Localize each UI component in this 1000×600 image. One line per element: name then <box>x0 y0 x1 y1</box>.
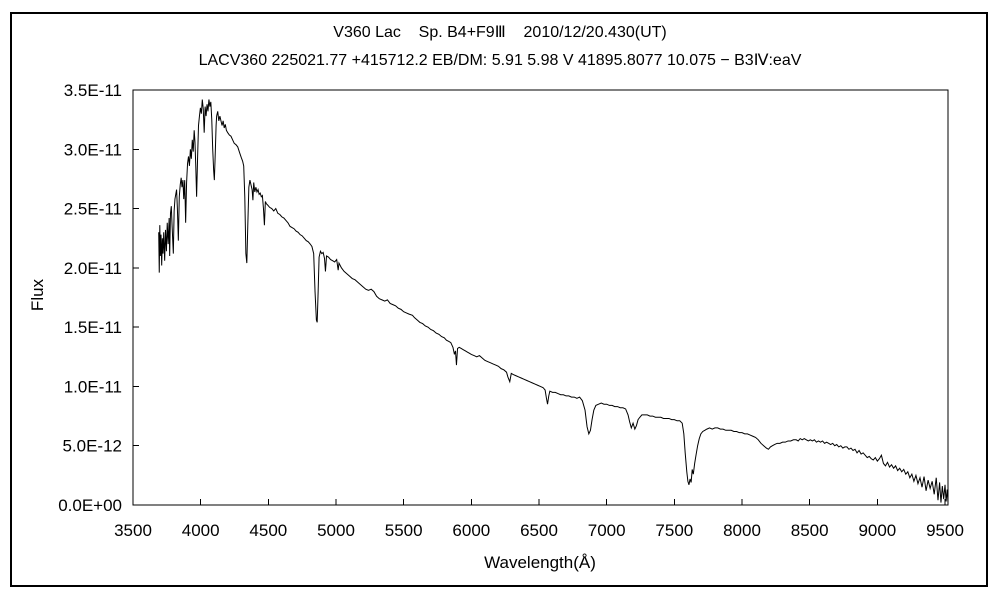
y-tick-label-3.5E-11: 3.5E-11 <box>64 81 122 100</box>
y-tick-label-3.0E-11: 3.0E-11 <box>64 140 122 159</box>
x-tick-label-4500: 4500 <box>249 521 287 540</box>
y-tick-label-1.0E-11: 1.0E-11 <box>64 377 122 396</box>
x-tick-label-8500: 8500 <box>791 521 829 540</box>
chart-title: V360 Lac Sp. B4+F9Ⅲ 2010/12/20.430(UT) <box>333 24 667 41</box>
x-tick-label-7500: 7500 <box>655 521 693 540</box>
x-tick-label-5000: 5000 <box>317 521 355 540</box>
x-tick-label-8000: 8000 <box>723 521 761 540</box>
x-tick-label-6500: 6500 <box>520 521 558 540</box>
figure-border <box>10 12 988 587</box>
y-tick-label-1.5E-11: 1.5E-11 <box>64 318 122 337</box>
axis-tick-labels: 3500 4000 4500 5000 5500 6000 6500 7000 7500 8000… <box>58 81 964 540</box>
chart-subtitle: LACV360 225021.77 +415712.2 EB/DM: 5.91 … <box>198 52 802 69</box>
y-tick-label-2.5E-11: 2.5E-11 <box>64 200 122 219</box>
x-tick-label-6000: 6000 <box>452 521 490 540</box>
x-tick-label-7000: 7000 <box>588 521 626 540</box>
x-tick-label-4000: 4000 <box>182 521 220 540</box>
x-tick-label-9500: 9500 <box>926 521 964 540</box>
y-tick-label-2.0E-11: 2.0E-11 <box>64 259 122 278</box>
spectrum-line <box>158 99 949 503</box>
x-axis-title: Wavelength(Å) <box>484 553 596 572</box>
x-tick-label-5500: 5500 <box>385 521 423 540</box>
y-tick-label-0.0E+00: 0.0E+00 <box>58 496 122 515</box>
y-tick-label-5.0E-12: 5.0E-12 <box>62 437 122 456</box>
y-axis-title: Flux <box>28 278 47 311</box>
axis-ticks <box>132 89 946 506</box>
x-tick-label-3500: 3500 <box>114 521 152 540</box>
plot-area-box <box>132 89 949 506</box>
x-tick-label-9000: 9000 <box>858 521 896 540</box>
